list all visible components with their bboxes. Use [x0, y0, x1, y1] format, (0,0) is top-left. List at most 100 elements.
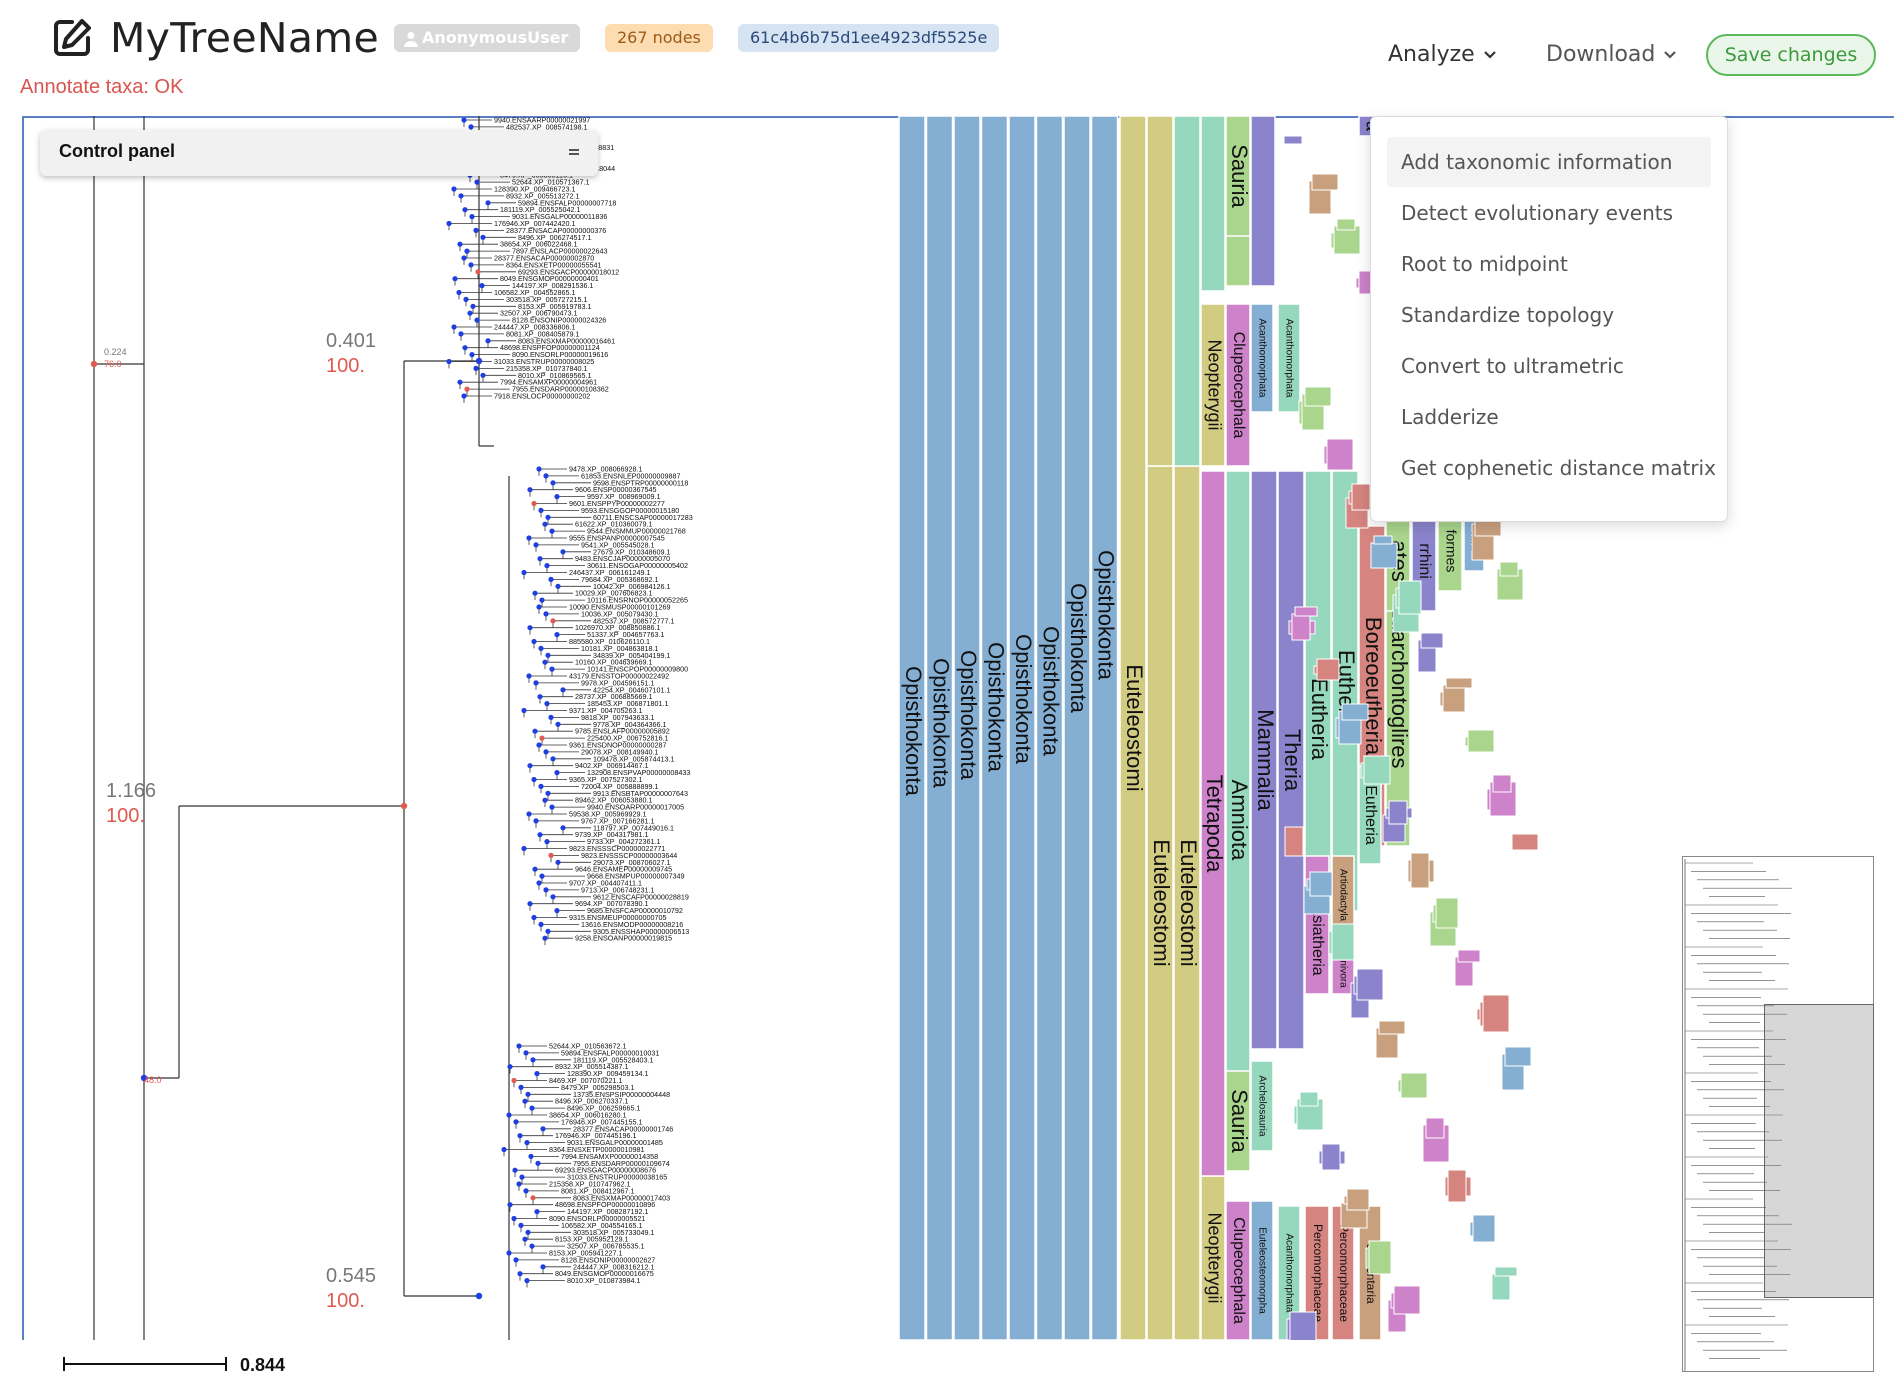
edit-icon[interactable] [50, 16, 94, 60]
leaf-label-mid: 61853.ENSNLEP00000009887 [581, 471, 681, 480]
tree-node [527, 625, 533, 631]
chevron-down-icon [1483, 50, 1496, 59]
tree-node [532, 866, 538, 872]
tree-node [462, 345, 468, 351]
taxon-label: Euteleostomi [1122, 664, 1147, 791]
analyze-dropdown-menu: Add taxonomic information Detect evoluti… [1370, 116, 1728, 522]
tree-node [529, 1243, 535, 1249]
taxon-block [1393, 1285, 1421, 1315]
tree-node [452, 276, 458, 282]
leaf-label-mid: 29073.XP_008706027.1 [593, 858, 671, 867]
tree-node [524, 1278, 530, 1284]
taxon-block [1277, 1205, 1301, 1340]
taxon-label: Clupeocephala [1230, 1217, 1247, 1324]
leaf-label-mid: 9778.XP_004364366.1 [593, 720, 667, 729]
taxon-block [1373, 535, 1393, 545]
leaf-label-top: 482537.XP_008574198.1 [506, 122, 588, 131]
menu-item-root-to-midpoint[interactable]: Root to midpoint [1401, 252, 1568, 276]
tree-node [537, 832, 543, 838]
tree-node [554, 908, 560, 914]
control-panel[interactable]: Control panel [40, 130, 598, 176]
tree-visualization[interactable]: 9940.ENSAARP00000021997482537.XP_0085741… [24, 116, 1664, 1340]
tree-node [528, 1153, 534, 1159]
taxon-block [1370, 542, 1398, 569]
menu-item-detect-evolutionary-events[interactable]: Detect evolutionary events [1401, 201, 1674, 225]
taxon-block [1294, 606, 1318, 617]
menu-item-convert-to-ultrametric[interactable]: Convert to ultrametric [1401, 354, 1624, 378]
taxon-block [1225, 116, 1251, 237]
tree-node [521, 707, 527, 714]
leaf-label-top: 128390.XP_009466723.1 [494, 185, 576, 194]
tree-node [542, 797, 548, 803]
collapse-icon[interactable] [568, 146, 580, 158]
tree-node [501, 1146, 507, 1153]
leaf-label-mid: 10090.ENSMUSP00000101269 [569, 603, 671, 612]
branch-length-label: 0.545 [326, 1265, 376, 1287]
taxon-block [1173, 116, 1201, 467]
taxon-block [1437, 510, 1463, 592]
taxon-label: Boreoeutheria [1361, 617, 1386, 756]
leaf-label-mid: 9707.XP_004407411.1 [569, 879, 642, 888]
scale-bar [63, 1357, 227, 1371]
tree-node [475, 269, 481, 275]
tree-minimap[interactable] [1682, 856, 1874, 1372]
taxon-block [1356, 968, 1384, 1001]
tree-nodes[interactable] [90, 117, 566, 1300]
taxon-label: Amniota [1227, 780, 1252, 861]
tree-node [523, 1188, 529, 1194]
leaf-label-bottom: 8496.XP_006270337.1 [555, 1097, 629, 1106]
leaf-label-mid: 9593.ENSGGOP00000015180 [581, 506, 679, 515]
tree-node [542, 521, 548, 527]
taxon-block [1284, 826, 1304, 857]
leaf-label-bottom: 181119.XP_005528403.1 [573, 1055, 653, 1064]
tree-node [140, 1074, 148, 1082]
tree-node [516, 1181, 522, 1187]
tree-node [542, 659, 548, 665]
leaf-label-mid: 9606.ENSP00000367545 [575, 485, 657, 494]
tree-node [530, 1195, 536, 1201]
tree-node [550, 480, 556, 486]
menu-item-add-taxonomic-information[interactable]: Add taxonomic information [1387, 137, 1711, 187]
taxon-block [1445, 677, 1473, 689]
leaf-label-mid: 9555.ENSPANP00000007545 [569, 534, 665, 543]
taxon-label: Opisthokonta [984, 642, 1009, 772]
download-menu-button[interactable]: Download [1546, 42, 1677, 67]
taxon-block [1482, 994, 1510, 1033]
control-panel-title: Control panel [59, 141, 175, 161]
leaf-label-mid: 9361.ENSDNOP00000000287 [569, 741, 667, 750]
taxon-block [1492, 774, 1512, 793]
taxon-label: Euteleosteomorpha [1256, 1227, 1267, 1314]
tree-node [550, 756, 556, 762]
tree-node [560, 687, 566, 693]
tree-node [533, 680, 539, 686]
taxon-label: Euteleostomi [1149, 839, 1174, 966]
taxon-block [1504, 1046, 1532, 1067]
tree-node [461, 255, 467, 261]
leaf-label-top: 8496.XP_006274517.1 [518, 233, 592, 242]
leaf-label-bottom: 215358.XP_010747962.1 [549, 1180, 631, 1189]
tree-node [550, 618, 556, 624]
menu-item-ladderize[interactable]: Ladderize [1401, 405, 1499, 429]
tree-node [507, 1202, 513, 1208]
tree-node [474, 179, 480, 185]
menu-item-standardize-topology[interactable]: Standardize topology [1401, 303, 1615, 327]
taxon-label: Opisthokonta [929, 658, 954, 788]
taxon-label: Archelosauria [1256, 1075, 1267, 1137]
minimap-viewport[interactable] [1764, 1004, 1874, 1298]
leaf-label-top: 9031.ENSGALP00000011836 [512, 212, 607, 221]
analyze-menu-button[interactable]: Analyze [1388, 42, 1497, 67]
tree-node [463, 296, 469, 302]
tree-node [526, 673, 532, 679]
taxon-label: Opisthokonta [1011, 634, 1036, 764]
leaf-label-mid: 10029.XP_007606823.1 [575, 589, 653, 598]
save-changes-button[interactable]: Save changes [1706, 34, 1876, 76]
tree-name-title[interactable]: MyTreeName [110, 14, 380, 62]
tree-node [468, 124, 474, 130]
taxon-label: Neopterygii [1204, 339, 1224, 430]
leaf-label-mid: 9913.ENSBTAP00000007643 [593, 789, 688, 798]
tree-node [90, 360, 98, 368]
menu-item-cophenetic-distance-matrix[interactable]: Get cophenetic distance matrix [1401, 456, 1716, 480]
leaf-label-mid: 9601.ENSPPYP00000002277 [569, 499, 665, 508]
taxon-block [1119, 116, 1147, 1340]
leaf-label-bottom: 8479.XP_005298503.1 [561, 1083, 635, 1092]
